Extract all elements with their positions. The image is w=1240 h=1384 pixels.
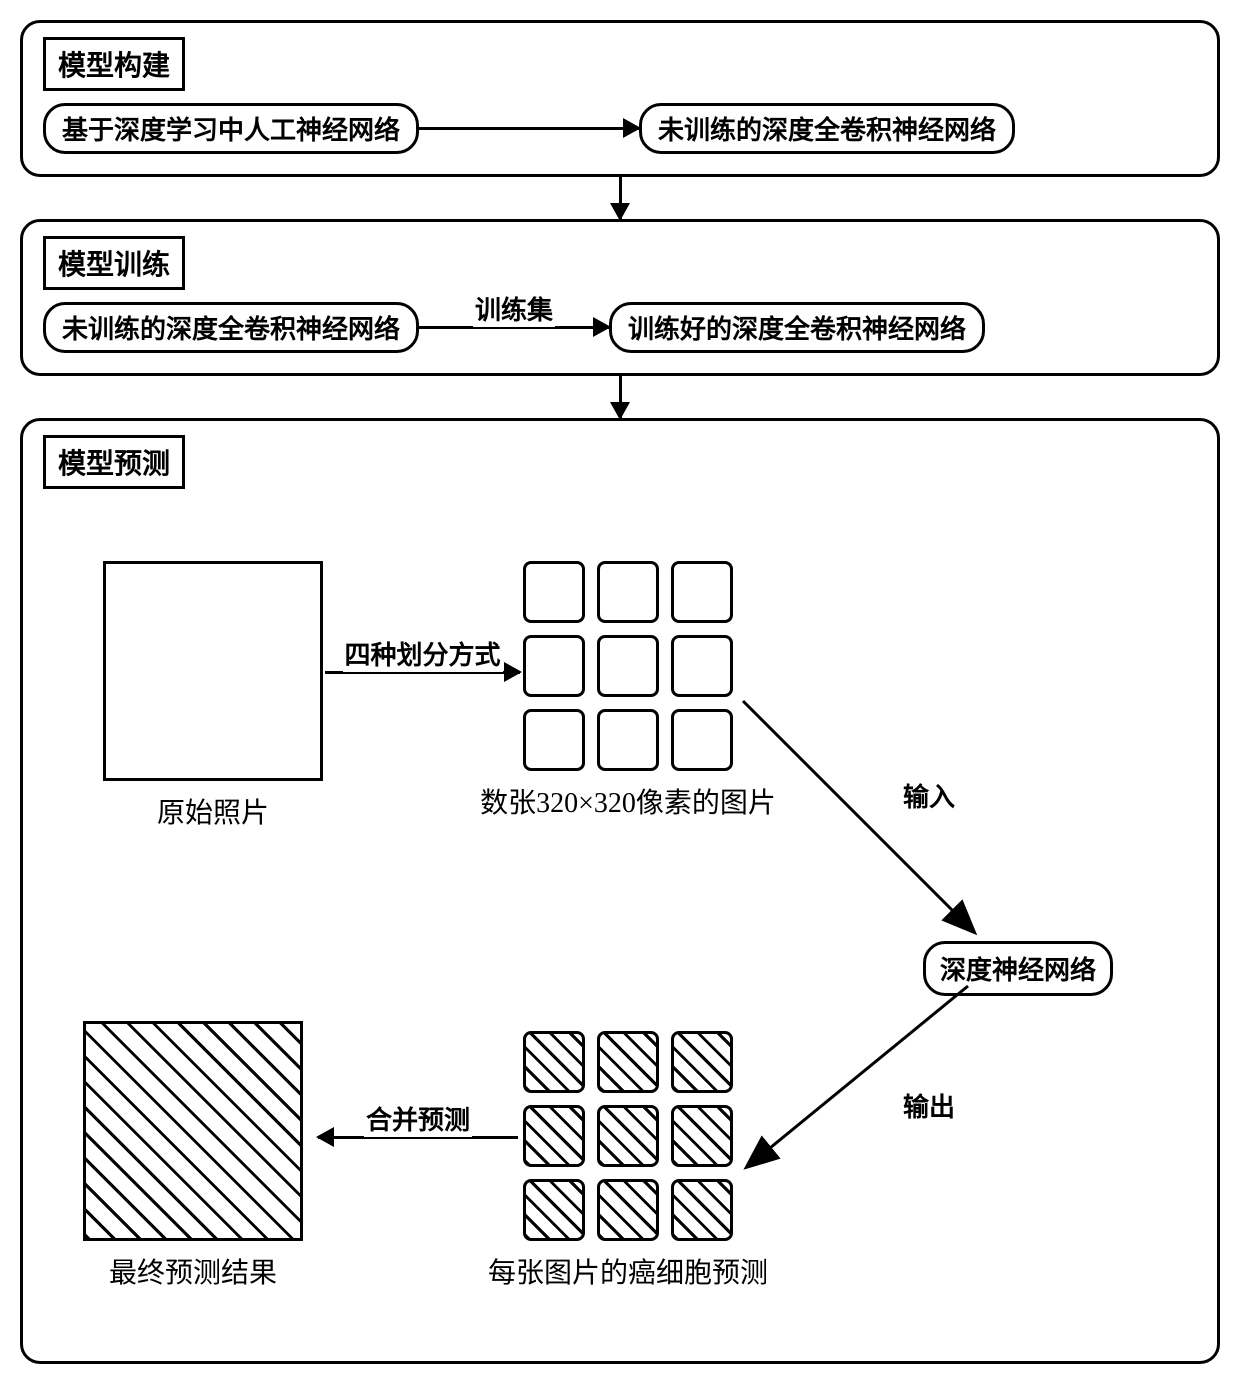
caption-tiles: 数张320×320像素的图片 (468, 781, 788, 821)
caption-final: 最终预测结果 (83, 1251, 303, 1291)
tile (671, 561, 733, 623)
label-split: 四种划分方式 (342, 635, 502, 672)
build-row: 基于深度学习中人工神经网络 未训练的深度全卷积神经网络 (43, 103, 1197, 154)
panel-title: 模型训练 (43, 236, 185, 290)
dnn-pill: 深度神经网络 (923, 941, 1113, 996)
node-original-photo: 原始照片 (103, 561, 323, 831)
tile (671, 1031, 733, 1093)
tile (523, 1105, 585, 1167)
label-input: 输入 (903, 782, 955, 812)
tile (523, 561, 585, 623)
panel-model-build: 模型构建 基于深度学习中人工神经网络 未训练的深度全卷积神经网络 (20, 20, 1220, 177)
node-ann-base: 基于深度学习中人工神经网络 (43, 103, 419, 154)
original-photo-box (103, 561, 323, 781)
panel-model-train: 模型训练 未训练的深度全卷积神经网络 训练集 训练好的深度全卷积神经网络 (20, 219, 1220, 376)
tile (671, 709, 733, 771)
tile (597, 635, 659, 697)
predict-canvas: 原始照片 四种划分方式 数张320×320像素的图片 (43, 501, 1197, 1341)
tile (523, 635, 585, 697)
tile (523, 709, 585, 771)
label-merge: 合并预测 (364, 1100, 472, 1137)
connector-2-3 (20, 376, 1220, 418)
arrow-merge: 合并预测 (318, 1136, 518, 1139)
connector-1-2 (20, 177, 1220, 219)
tile (671, 1105, 733, 1167)
arrow-split: 四种划分方式 (325, 671, 520, 674)
tile (523, 1179, 585, 1241)
tiles-grid (523, 561, 788, 771)
panel-title: 模型构建 (43, 37, 185, 91)
node-untrained-fcn: 未训练的深度全卷积神经网络 (43, 302, 419, 353)
node-final-result: 最终预测结果 (83, 1021, 303, 1291)
final-result-box (83, 1021, 303, 1241)
train-row: 未训练的深度全卷积神经网络 训练集 训练好的深度全卷积神经网络 (43, 302, 1197, 353)
node-trained-fcn: 训练好的深度全卷积神经网络 (609, 302, 985, 353)
caption-original: 原始照片 (103, 791, 323, 831)
tile (597, 709, 659, 771)
panel-title: 模型预测 (43, 435, 185, 489)
pred-tiles-grid (523, 1031, 793, 1241)
tile (597, 561, 659, 623)
tile (523, 1031, 585, 1093)
tile (671, 1179, 733, 1241)
node-pred-tiles: 每张图片的癌细胞预测 (523, 1031, 793, 1291)
tile (597, 1031, 659, 1093)
panel-model-predict: 模型预测 原始照片 四种划分方式 数张320×320像素的图片 (20, 418, 1220, 1364)
tile (671, 635, 733, 697)
tile (597, 1179, 659, 1241)
arrow-train: 训练集 (419, 326, 609, 329)
node-untrained-fcn: 未训练的深度全卷积神经网络 (639, 103, 1015, 154)
node-dnn: 深度神经网络 (923, 941, 1113, 996)
label-output: 输出 (903, 1092, 955, 1122)
node-tiles: 数张320×320像素的图片 (523, 561, 788, 821)
arrow-build (419, 127, 639, 130)
caption-pred-tiles: 每张图片的癌细胞预测 (463, 1251, 793, 1291)
tile (597, 1105, 659, 1167)
label-trainset: 训练集 (473, 290, 555, 327)
